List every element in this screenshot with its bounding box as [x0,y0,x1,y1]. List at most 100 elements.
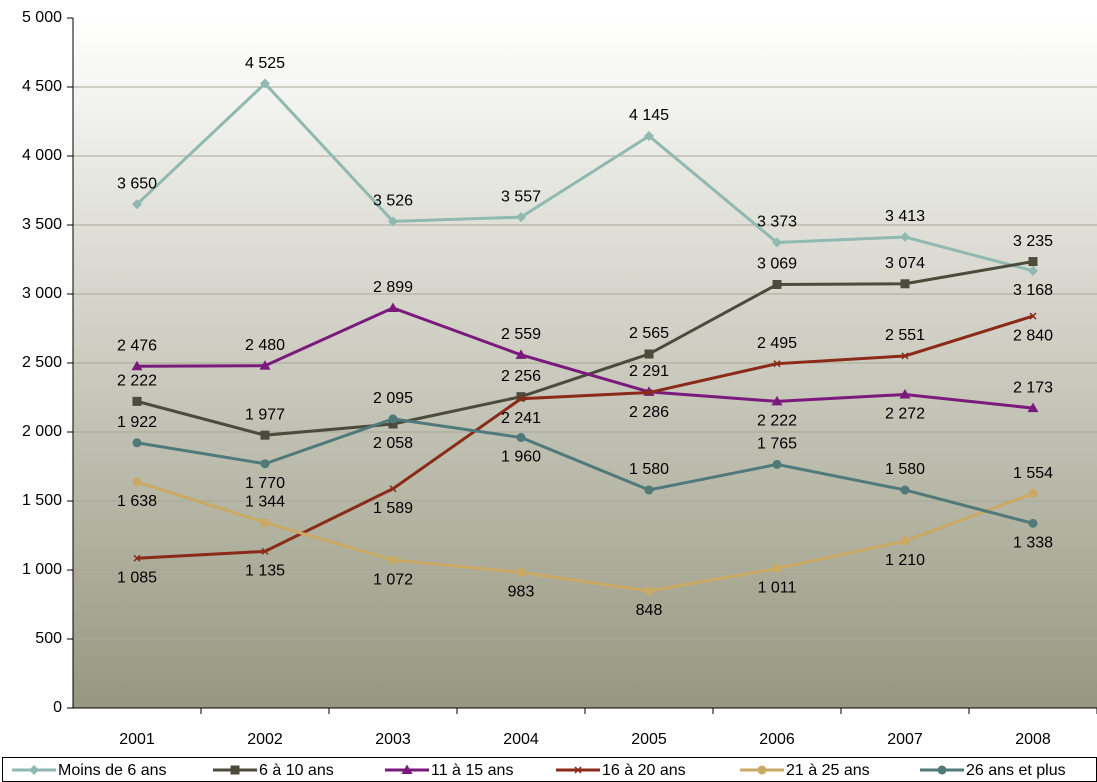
y-tick-label: 4 500 [22,78,62,95]
y-tick-label: 3 000 [22,285,62,302]
marker [1028,518,1038,528]
data-label: 2 899 [373,279,413,296]
data-label: 1 960 [501,449,541,466]
marker [900,279,910,289]
marker [387,302,399,312]
series-line [136,314,1034,560]
marker [401,764,413,774]
marker [1028,489,1038,499]
series-line [136,480,1034,593]
marker [132,438,142,448]
data-label: 2 173 [1013,379,1053,396]
legend-label: 16 à 20 ans [602,762,686,779]
marker [900,485,910,495]
x-tick-label: 2003 [375,731,411,748]
data-label: 1 765 [757,436,797,453]
data-label: 4 145 [629,107,669,124]
marker [260,430,270,440]
marker [388,555,398,565]
series-line [135,81,1034,273]
data-label: 1 589 [373,500,413,517]
marker [517,395,525,403]
y-tick-label: 4 000 [22,147,62,164]
data-label: 1 638 [117,493,157,510]
data-label: 2 565 [629,325,669,342]
x-tick-label: 2006 [759,731,795,748]
y-tick-label: 2 000 [22,423,62,440]
legend-label: 21 à 25 ans [786,762,870,779]
marker [389,485,397,493]
y-tick-label: 0 [53,699,62,716]
marker [937,765,947,775]
marker [132,477,142,487]
marker [259,360,271,370]
data-label: 2 840 [1013,327,1053,344]
marker [516,212,526,223]
data-label: 1 922 [117,414,157,431]
y-tick-label: 1 500 [22,492,62,509]
marker [773,360,781,368]
data-label: 1 338 [1013,535,1053,552]
marker [1028,257,1038,267]
marker [901,352,909,360]
data-label: 2 286 [629,404,669,421]
marker [516,567,526,577]
data-label: 848 [636,602,663,619]
data-label: 3 413 [885,208,925,225]
x-tick-label: 2008 [1015,731,1051,748]
data-label: 2 495 [757,335,797,352]
x-tick-label: 2002 [247,731,283,748]
data-label: 1 011 [758,580,797,597]
data-label: 3 557 [501,188,541,205]
data-label: 1 210 [885,552,925,569]
data-label: 3 074 [885,255,925,272]
series-line [136,417,1034,525]
marker [1027,402,1039,413]
marker [771,395,783,406]
marker [644,586,654,596]
marker [515,349,527,359]
y-tick-label: 1 000 [22,561,62,578]
marker [900,536,910,546]
y-tick-label: 2 500 [22,354,62,371]
data-label: 2 222 [757,413,797,430]
marker [644,130,654,141]
data-label: 2 256 [501,368,541,385]
marker [260,459,270,469]
marker [131,360,143,371]
x-tick-label: 2004 [503,731,539,748]
data-label: 1 580 [629,461,669,478]
y-tick-label: 3 500 [22,216,62,233]
data-label: 1 072 [373,571,413,588]
data-label: 2 222 [117,373,157,390]
data-label: 2 291 [629,363,669,380]
marker [757,765,767,775]
marker [132,396,142,406]
marker [644,349,654,359]
data-label: 2 476 [117,338,157,355]
marker [29,765,39,775]
data-label: 3 235 [1013,233,1053,250]
y-tick-label: 500 [35,630,62,647]
data-label: 983 [508,584,535,601]
data-label: 2 058 [373,435,413,452]
data-label: 2 095 [373,390,413,407]
data-label: 1 554 [1013,465,1053,482]
marker [261,547,269,555]
marker [516,392,526,402]
data-label: 3 526 [373,193,413,210]
data-label: 2 551 [885,327,925,344]
x-tick-label: 2001 [119,731,155,748]
marker [1028,265,1038,276]
data-label: 1 085 [117,569,157,586]
marker [644,485,654,495]
marker [772,459,782,469]
marker [772,563,782,573]
data-label: 1 770 [245,475,285,492]
data-label: 1 135 [245,563,285,580]
data-label: 4 525 [245,55,285,72]
marker [772,279,782,289]
y-tick-label: 5 000 [22,9,62,26]
